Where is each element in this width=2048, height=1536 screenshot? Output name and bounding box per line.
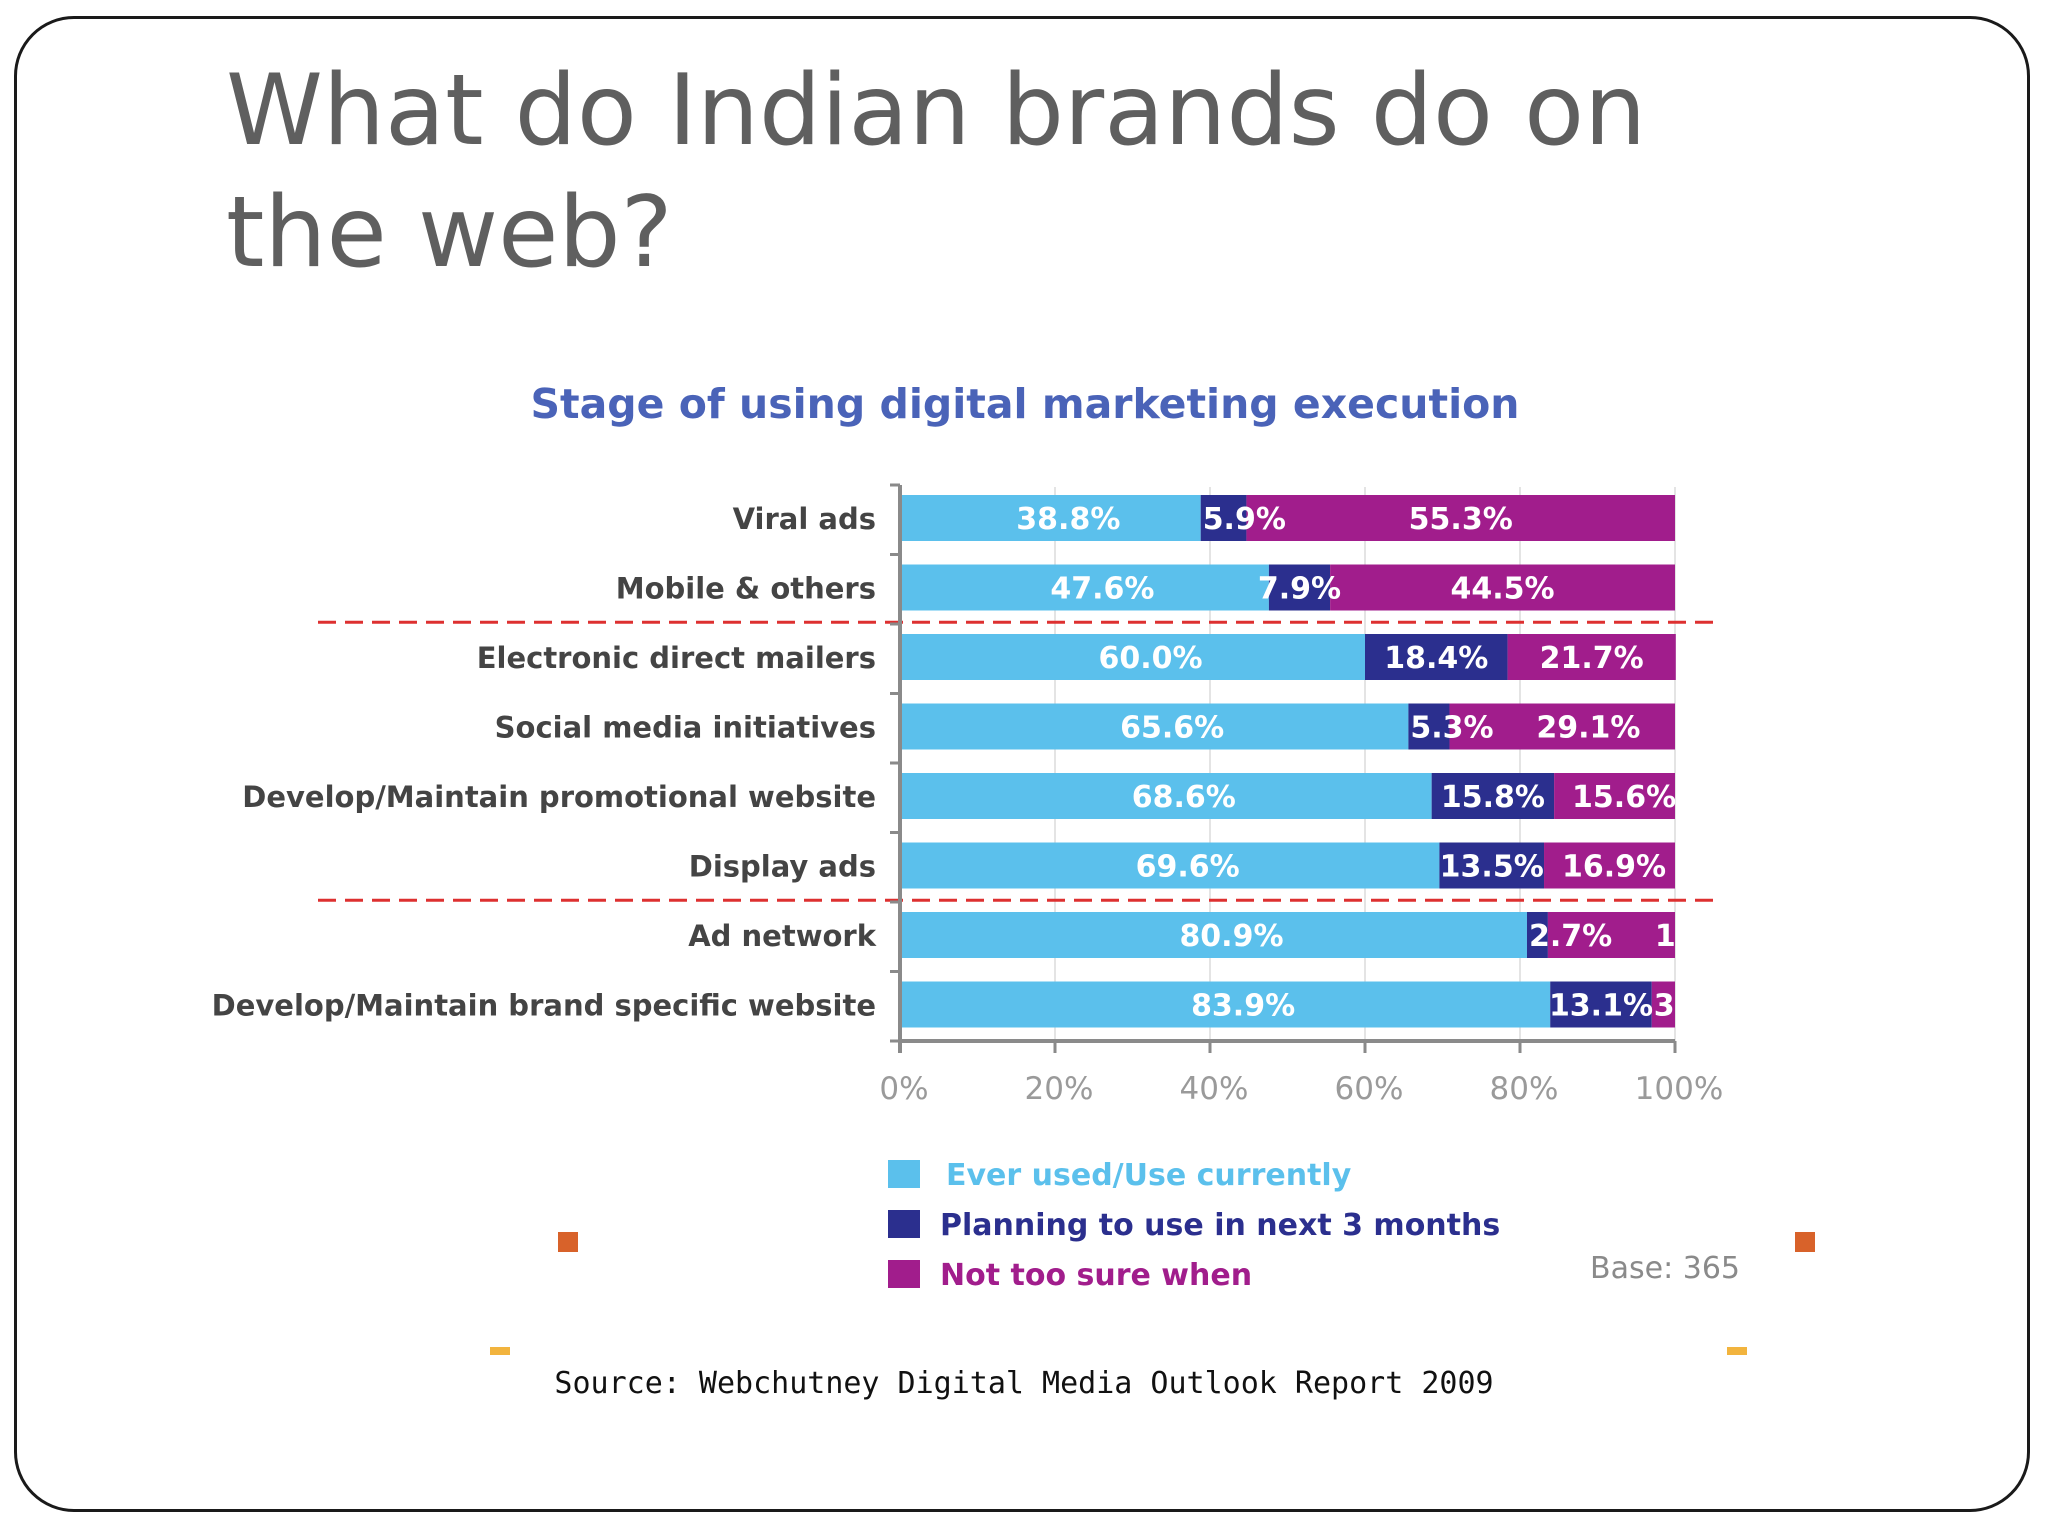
bar-segment-ever-used — [900, 634, 1365, 680]
bar-segment-planning — [1200, 495, 1247, 541]
bar-segment-not-sure — [1547, 912, 1675, 958]
bar-segment-not-sure — [1544, 842, 1675, 889]
bars — [900, 495, 1676, 1028]
decor-square — [490, 1347, 510, 1355]
data-label: 44.5% — [1451, 572, 1555, 607]
data-label: 65.6% — [1120, 711, 1224, 746]
category-label: Develop/Maintain brand specific website — [212, 989, 876, 1023]
legend-swatch — [888, 1160, 920, 1188]
x-tick-label: 40% — [1180, 1071, 1249, 1107]
bar-segment-ever-used — [900, 495, 1201, 541]
x-tick-label: 80% — [1490, 1071, 1559, 1107]
decorations — [490, 1232, 1815, 1355]
category-label: Develop/Maintain promotional website — [242, 780, 876, 814]
bar-segment-not-sure — [1554, 773, 1675, 819]
category-label: Social media initiatives — [495, 711, 876, 745]
bar-segment-not-sure — [1651, 981, 1675, 1028]
category-label: Viral ads — [733, 502, 876, 536]
axes: 0% 20% 40% 60% 80% 100% — [879, 483, 1724, 1107]
bar-segment-ever-used — [900, 842, 1440, 889]
data-label: 68.6% — [1132, 780, 1236, 815]
bar-group — [900, 564, 1675, 611]
data-label: 83.9% — [1191, 989, 1295, 1024]
bar-segment-ever-used — [900, 773, 1432, 819]
legend-label: Not too sure when — [940, 1258, 1252, 1293]
data-label: 13.5% — [1440, 850, 1544, 885]
legend-label: Planning to use in next 3 months — [940, 1208, 1500, 1243]
x-tick-label: 20% — [1025, 1071, 1094, 1107]
bar-segment-ever-used — [900, 981, 1551, 1028]
bar-group — [900, 842, 1675, 889]
bar-segment-planning — [1439, 842, 1545, 889]
data-label: 55.3% — [1409, 502, 1513, 537]
category-label: Electronic direct mailers — [477, 641, 876, 675]
decor-square — [1795, 1232, 1815, 1252]
bar-group — [900, 634, 1676, 680]
legend: Ever used/Use currently Planning to use i… — [888, 1158, 1500, 1293]
bar-group — [900, 981, 1675, 1028]
data-label: 5.9% — [1203, 502, 1286, 537]
x-tick-label: 100% — [1635, 1071, 1724, 1107]
bar-group — [900, 703, 1675, 750]
category-label: Display ads — [689, 850, 876, 884]
data-label: 15.6% — [1572, 780, 1676, 815]
bar-group — [900, 495, 1675, 541]
bar-segment-planning — [1408, 703, 1450, 750]
data-label: 21.7% — [1540, 641, 1644, 676]
decor-square — [1727, 1347, 1747, 1355]
bar-segment-planning — [1550, 981, 1652, 1028]
bar-segment-planning — [1268, 564, 1331, 611]
data-label: 13.1% — [1549, 989, 1653, 1024]
data-label: 16.4% — [1655, 919, 1759, 954]
bar-segment-not-sure — [1449, 703, 1675, 750]
data-label: 69.6% — [1136, 850, 1240, 885]
source-note: Source: Webchutney Digital Media Outlook… — [554, 1366, 1494, 1401]
bar-segment-ever-used — [900, 564, 1269, 611]
slide-title: What do Indian brands do on the web? — [226, 54, 1647, 290]
bar-group — [900, 912, 1675, 958]
data-label: 18.4% — [1384, 641, 1488, 676]
bar-segment-planning — [1365, 634, 1508, 680]
data-label: 29.1% — [1536, 711, 1640, 746]
category-label: Ad network — [688, 919, 876, 953]
data-label: 16.9% — [1562, 850, 1666, 885]
group-separators — [318, 620, 1720, 902]
legend-label: Ever used/Use currently — [946, 1158, 1352, 1193]
category-label: Mobile & others — [616, 572, 876, 606]
bar-group — [900, 773, 1675, 819]
data-label: 15.8% — [1441, 780, 1545, 815]
legend-swatch — [888, 1260, 920, 1288]
data-label: 47.6% — [1050, 572, 1154, 607]
bar-segment-planning — [1526, 912, 1548, 958]
data-label: 3.0% — [1654, 989, 1737, 1024]
bar-segment-not-sure — [1330, 564, 1675, 611]
data-label: 7.9% — [1258, 572, 1341, 607]
bar-segment-not-sure — [1246, 495, 1675, 541]
base-note: Base: 365 — [1590, 1251, 1740, 1286]
bar-segment-ever-used — [900, 912, 1527, 958]
data-label: 80.9% — [1179, 919, 1283, 954]
data-label: 2.7% — [1529, 919, 1612, 954]
bar-segment-planning — [1431, 773, 1555, 819]
data-label: 5.3% — [1410, 711, 1493, 746]
bar-segment-not-sure — [1507, 634, 1676, 680]
chart-title: Stage of using digital marketing executi… — [531, 380, 1520, 428]
data-label: 38.8% — [1016, 502, 1120, 537]
decor-square — [558, 1232, 578, 1252]
data-labels: Viral ads 38.8% 5.9% 55.3% Mobile & others 47… — [212, 502, 1759, 1024]
legend-swatch — [888, 1210, 920, 1238]
bar-segment-ever-used — [900, 703, 1409, 750]
x-tick-label: 0% — [879, 1071, 928, 1107]
x-tick-label: 60% — [1335, 1071, 1404, 1107]
data-label: 60.0% — [1098, 641, 1202, 676]
slide-frame — [14, 16, 2030, 1512]
